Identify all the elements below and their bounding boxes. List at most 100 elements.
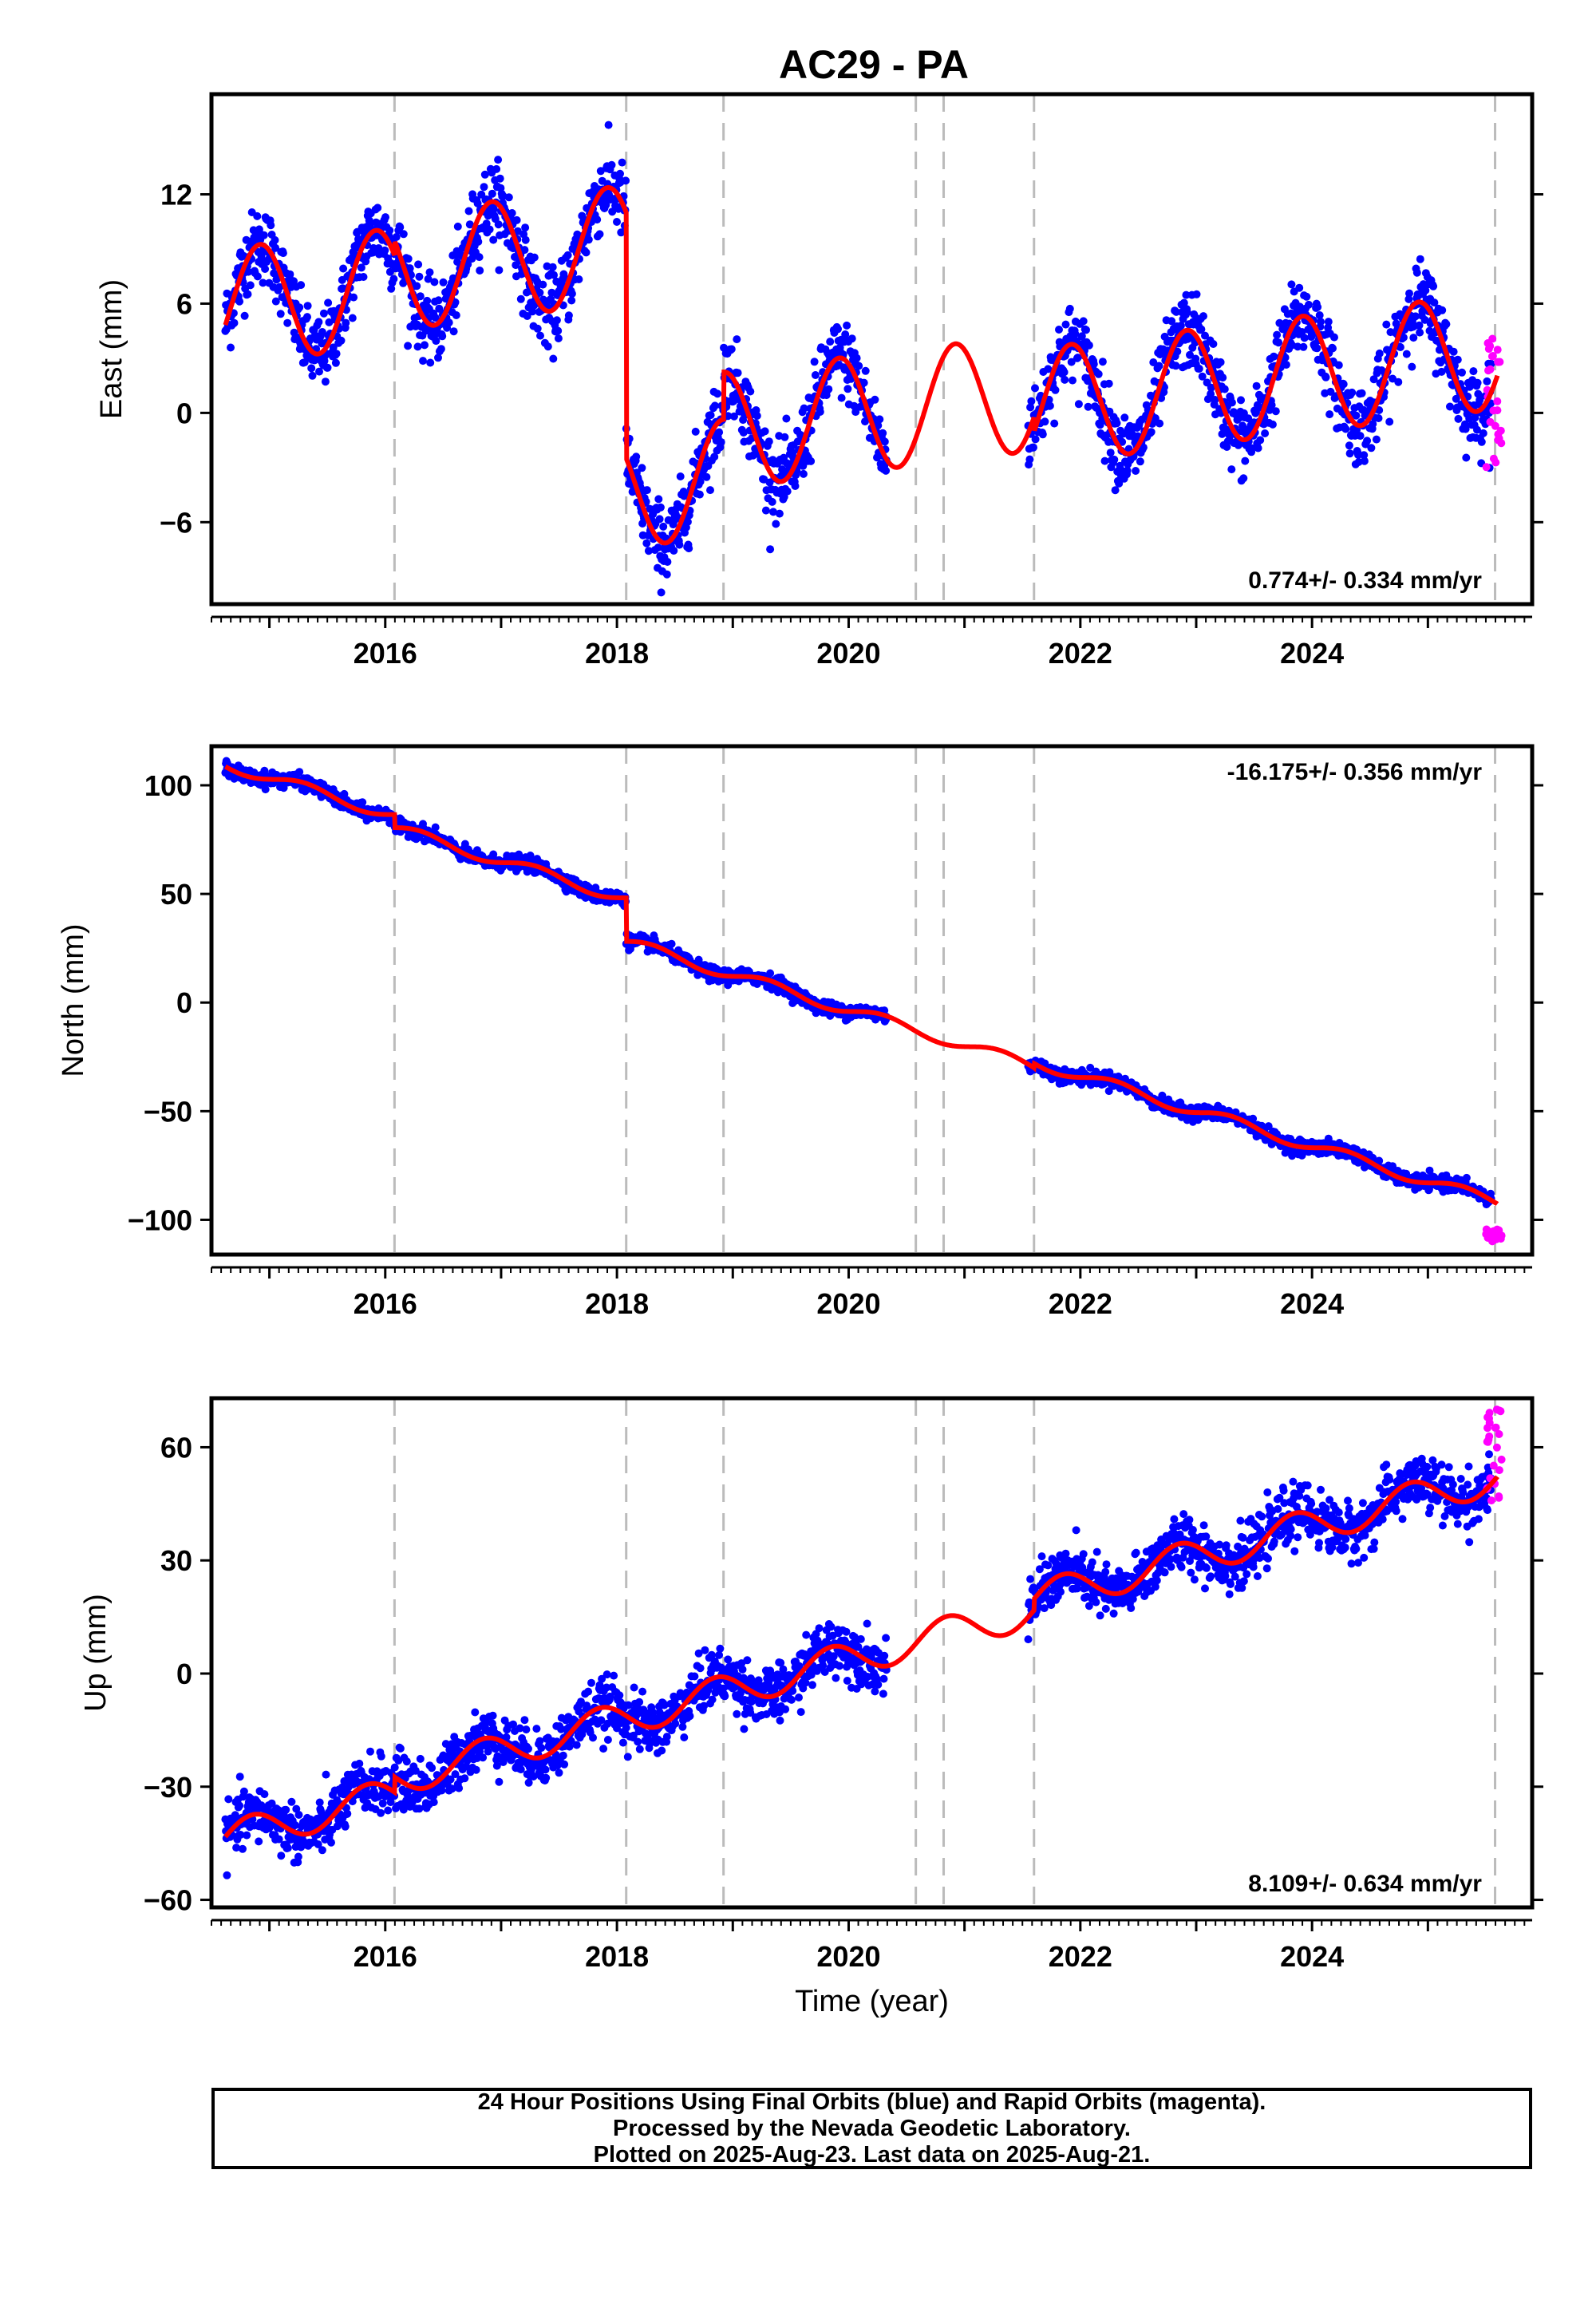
data-point [1079, 317, 1088, 326]
data-point [399, 230, 408, 239]
x-tick-label: 2016 [354, 637, 417, 670]
data-point [287, 1797, 296, 1806]
data-point [1237, 396, 1245, 405]
data-point [1477, 437, 1486, 446]
data-point [1120, 413, 1129, 422]
data-point [315, 367, 323, 376]
data-point [1171, 362, 1180, 370]
data-point [271, 297, 280, 306]
data-point [494, 156, 503, 164]
data-point [423, 296, 432, 305]
data-point [1300, 334, 1309, 342]
data-point [730, 412, 738, 421]
data-point [1038, 430, 1047, 439]
chart-title: AC29 - PA [779, 42, 969, 87]
data-point [713, 389, 722, 398]
data-point [338, 284, 347, 293]
data-point [667, 939, 676, 948]
data-point [1357, 389, 1366, 397]
data-point [1473, 425, 1481, 434]
data-point [283, 1844, 292, 1852]
data-point [389, 275, 398, 283]
data-point [874, 421, 883, 430]
data-point [851, 408, 860, 417]
rapid-point [1487, 352, 1496, 361]
data-point [1268, 420, 1277, 429]
data-point [696, 477, 705, 486]
data-point [1321, 373, 1330, 381]
data-point [239, 1844, 247, 1853]
data-point [843, 385, 852, 393]
rapid-point [1486, 417, 1495, 426]
data-point [286, 270, 294, 279]
data-point [1261, 429, 1270, 437]
data-point [1209, 340, 1218, 348]
data-point [638, 464, 646, 472]
data-point [567, 290, 576, 298]
data-point [1211, 396, 1219, 404]
data-point [243, 1831, 251, 1840]
data-point [584, 235, 593, 244]
data-point [235, 1773, 244, 1781]
data-point [1254, 444, 1262, 453]
data-point [430, 278, 439, 287]
data-point [733, 369, 742, 377]
data-point [683, 517, 692, 526]
data-point [1182, 290, 1191, 299]
data-point [341, 1822, 350, 1831]
data-point [1186, 350, 1194, 359]
data-point [489, 205, 498, 214]
data-point [1061, 320, 1070, 329]
data-point [1082, 326, 1090, 334]
data-point [350, 293, 358, 302]
data-point [843, 321, 851, 330]
data-point [267, 221, 275, 230]
data-point [1274, 338, 1283, 347]
data-point [253, 211, 262, 220]
data-point [1084, 402, 1092, 411]
data-point [421, 341, 429, 350]
data-point [431, 823, 440, 832]
data-point [1329, 344, 1337, 353]
data-point [1345, 441, 1353, 450]
data-point [294, 1852, 302, 1861]
data-point [1106, 449, 1115, 457]
data-point [685, 544, 693, 553]
data-point [1207, 389, 1215, 398]
data-point [329, 343, 338, 352]
data-point [1060, 368, 1069, 377]
data-point [772, 520, 780, 528]
data-point [1155, 362, 1163, 370]
data-point [425, 268, 434, 277]
data-point [1430, 298, 1439, 307]
data-point [1192, 290, 1201, 298]
data-point [303, 313, 311, 322]
data-point [1453, 355, 1462, 364]
data-point [766, 969, 775, 978]
final-orbit-points [221, 121, 1495, 597]
data-point [1454, 414, 1463, 423]
y-tick-label: 6 [176, 287, 192, 320]
data-point [283, 318, 292, 327]
data-point [859, 378, 868, 387]
y-tick-label: −6 [160, 506, 192, 539]
data-point [1404, 294, 1413, 303]
data-point [1132, 467, 1140, 475]
data-point [323, 363, 332, 372]
data-point [1429, 282, 1438, 290]
data-point [1374, 414, 1383, 422]
data-point [536, 331, 544, 340]
model-fit-line [223, 185, 1500, 546]
data-point [1352, 411, 1361, 420]
data-point [1041, 417, 1049, 426]
data-point [1299, 342, 1308, 351]
data-point [810, 358, 819, 366]
data-point [324, 298, 333, 307]
data-point [259, 231, 268, 239]
data-point [695, 490, 704, 499]
data-point [1089, 360, 1098, 369]
data-point [464, 260, 472, 269]
data-point [816, 408, 824, 416]
y-tick-label: 100 [144, 769, 192, 802]
